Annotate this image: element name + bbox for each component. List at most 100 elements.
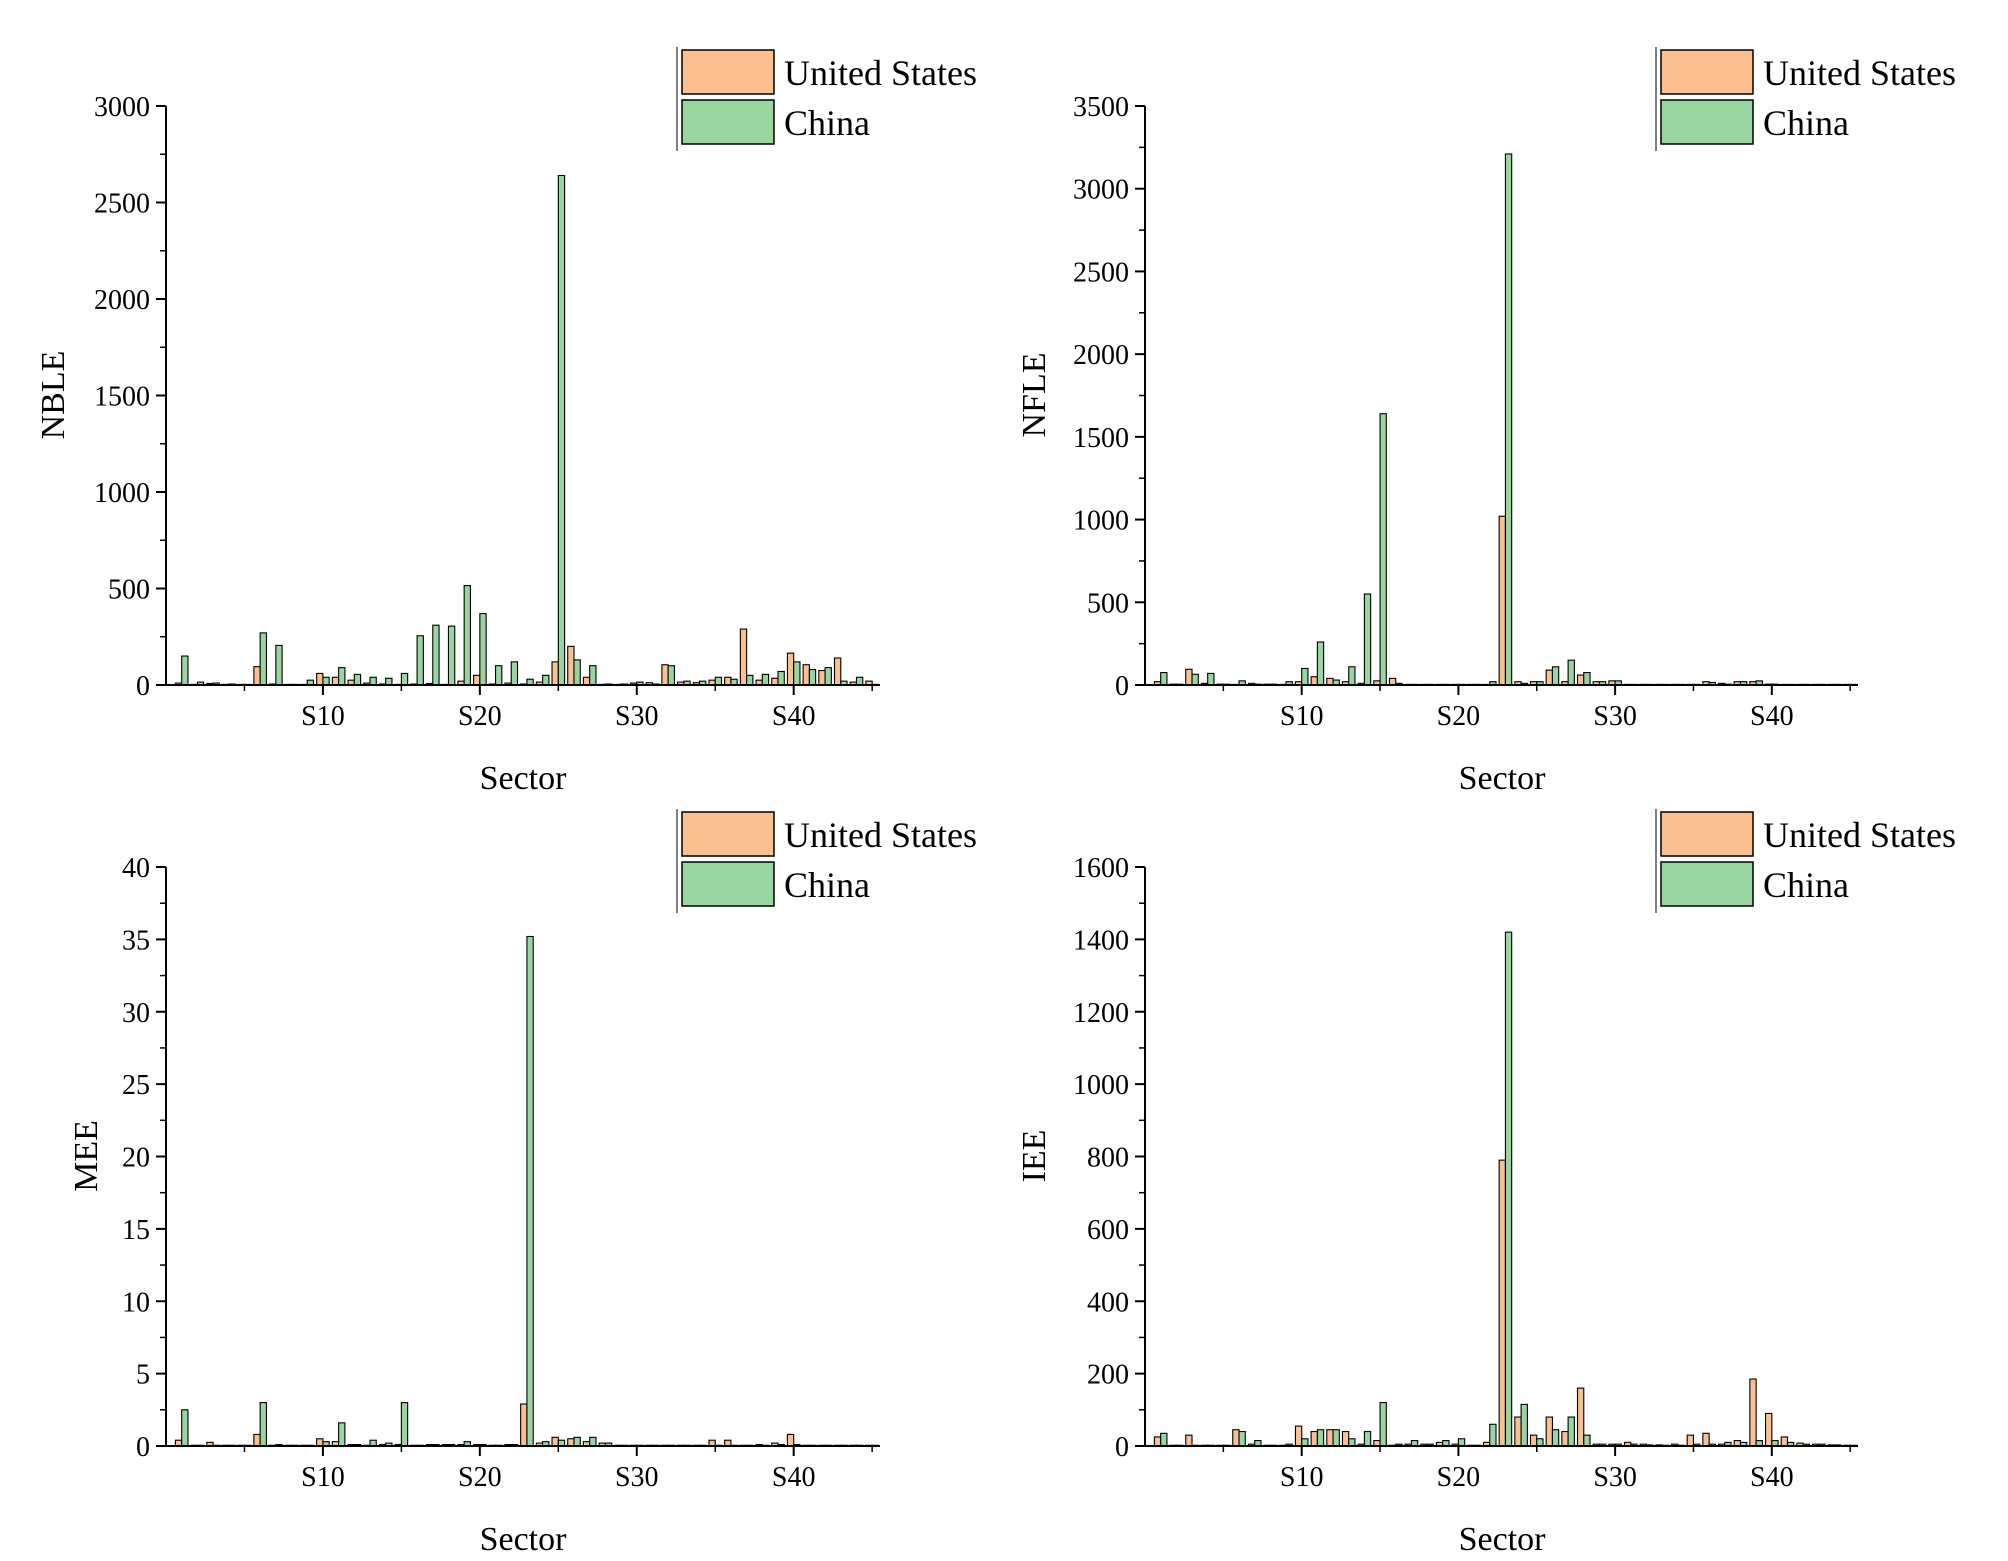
y-tick-label: 5: [136, 1360, 150, 1391]
bar-united-states: [786, 652, 795, 686]
bar-china: [181, 1409, 189, 1447]
bar-china: [510, 661, 519, 686]
bar-china: [746, 674, 754, 686]
bar-china: [1348, 1438, 1356, 1447]
bar-china: [557, 174, 566, 686]
bar-united-states: [1310, 1430, 1318, 1447]
legend-label-united-states: United States: [784, 53, 977, 93]
bar-united-states: [786, 1433, 795, 1447]
x-tick-label: S10: [1280, 701, 1324, 732]
bar-united-states: [253, 666, 261, 686]
bar-china: [1238, 1430, 1246, 1447]
legend: United States China: [1660, 811, 1956, 907]
y-tick-label: 3000: [1073, 175, 1129, 206]
y-tick-label: 3500: [1073, 92, 1129, 123]
y-tick-label: 500: [1087, 588, 1129, 619]
bar-china: [432, 624, 440, 686]
bar-united-states: [1514, 1416, 1522, 1447]
y-axis-label: NFLE: [1016, 353, 1053, 438]
bar-united-states: [1561, 1430, 1569, 1447]
legend: United States China: [1660, 49, 1956, 145]
bar-china: [1363, 593, 1372, 686]
y-tick-label: 0: [1115, 671, 1129, 702]
bar-united-states: [1310, 676, 1318, 686]
bar-china: [1160, 1432, 1168, 1447]
bar-china: [855, 676, 864, 686]
chart-nble: NBLE Sector 0 500 1000 1500 2000 2500 30…: [35, 47, 977, 797]
bar-united-states: [1326, 1429, 1334, 1447]
bar-china: [479, 613, 487, 686]
x-tick-label: S30: [1593, 1462, 1637, 1493]
bar-china: [385, 677, 393, 686]
bar-united-states: [1576, 674, 1585, 686]
bar-china: [1379, 1402, 1387, 1447]
chart-nfle: NFLE Sector 0 500 1000 1500 2000 2500 30…: [1016, 47, 1956, 797]
bar-china: [494, 665, 503, 686]
bar-china: [400, 1402, 409, 1447]
y-tick-label: 1000: [94, 478, 150, 509]
legend: United States China: [681, 49, 977, 145]
bar-united-states: [1153, 1436, 1162, 1447]
bar-china: [416, 635, 424, 686]
y-tick-label: 500: [108, 575, 150, 606]
bar-china: [369, 676, 377, 686]
bar-china: [1363, 1430, 1372, 1447]
bar-china: [714, 676, 723, 686]
bar-china: [1583, 672, 1591, 686]
y-tick-label: 2000: [94, 285, 150, 316]
legend-label-united-states: United States: [1763, 815, 1956, 855]
bar-china: [1160, 672, 1168, 686]
bar-china: [1332, 1429, 1340, 1447]
y-tick-label: 25: [122, 1070, 150, 1101]
bar-united-states: [661, 664, 669, 686]
bar-united-states: [1780, 1436, 1789, 1447]
y-tick-label: 600: [1087, 1215, 1129, 1246]
y-tick-label: 3000: [94, 92, 150, 123]
y-tick-label: 2000: [1073, 340, 1129, 371]
y-tick-label: 1200: [1073, 998, 1129, 1029]
bar-united-states: [316, 1438, 324, 1447]
x-axis-label: Sector: [1459, 1521, 1547, 1558]
bar-united-states: [1545, 669, 1553, 686]
chart-iee: IEE Sector 0 200 400 600 800 1000 1200 1…: [1016, 809, 1956, 1558]
bar-china: [259, 1402, 267, 1447]
x-tick-label: S10: [1280, 1462, 1324, 1493]
bar-china: [1504, 931, 1513, 1447]
bar-china: [542, 674, 550, 686]
bar-united-states: [1545, 1416, 1553, 1447]
y-tick-label: 0: [1115, 1432, 1129, 1463]
bar-united-states: [739, 628, 748, 686]
bar-united-states: [567, 645, 575, 686]
legend-swatch-china: [1660, 99, 1754, 145]
x-tick-label: S10: [301, 1462, 345, 1493]
bar-united-states: [1498, 515, 1506, 686]
x-axis-label: Sector: [480, 1521, 568, 1558]
legend-swatch-united-states: [1660, 811, 1754, 857]
bar-china: [1551, 666, 1560, 686]
x-tick-label: S30: [1593, 701, 1637, 732]
bar-united-states: [582, 676, 591, 686]
bar-china: [1316, 641, 1325, 686]
bar-china: [1504, 153, 1513, 686]
y-tick-label: 10: [122, 1287, 150, 1318]
bar-china: [1583, 1434, 1591, 1447]
bar-china: [1379, 413, 1387, 686]
bar-china: [259, 632, 267, 686]
y-axis-label: NBLE: [35, 351, 72, 440]
bar-china: [1191, 673, 1199, 686]
bar-united-states: [1765, 1412, 1773, 1447]
bar-united-states: [253, 1433, 261, 1447]
bar-united-states: [473, 674, 481, 686]
bar-united-states: [567, 1438, 575, 1447]
bar-china: [1301, 1438, 1309, 1447]
y-axis-label: IEE: [1016, 1130, 1053, 1183]
bar-united-states: [551, 1436, 559, 1447]
y-tick-label: 1400: [1073, 925, 1129, 956]
bar-china: [761, 673, 770, 686]
x-tick-label: S40: [1750, 1462, 1794, 1493]
bar-china: [777, 670, 785, 686]
y-tick-label: 1000: [1073, 1070, 1129, 1101]
x-tick-label: S40: [772, 701, 816, 732]
bar-united-states: [1686, 1434, 1695, 1447]
